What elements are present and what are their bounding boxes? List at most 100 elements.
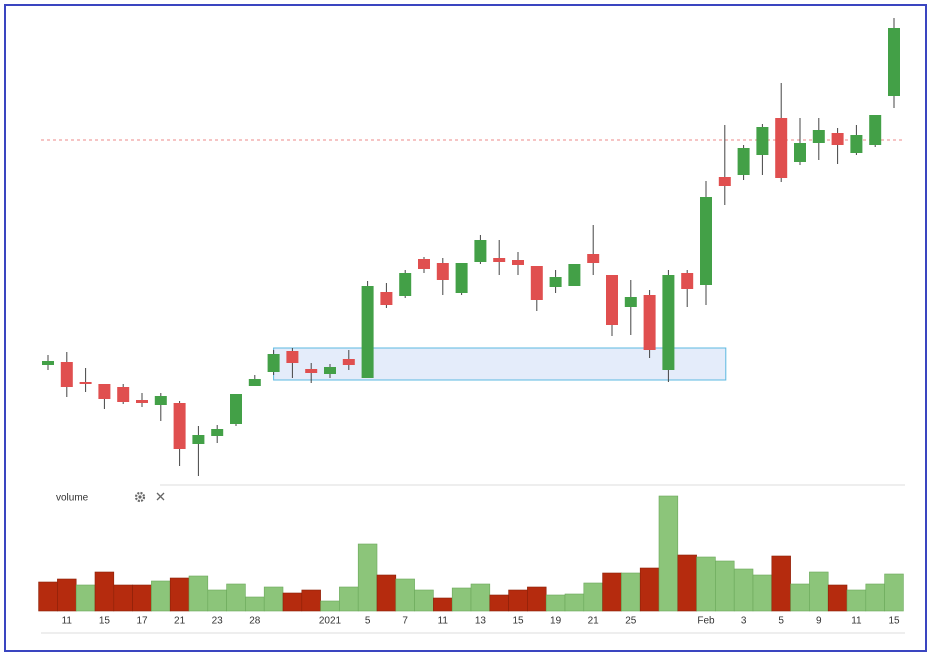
candle-body [493,258,506,262]
volume-bar [752,574,773,612]
volume-bar [564,593,585,612]
settings-icon[interactable] [134,491,146,503]
x-tick-label: 7 [402,616,408,627]
volume-bar [38,581,58,612]
volume-bar [602,572,622,612]
candle-body [587,254,600,263]
x-tick-label: 15 [512,616,524,627]
volume-bar [207,589,227,612]
x-tick-label: 11 [62,616,73,627]
volume-bar [320,600,340,612]
volume-bar [508,589,528,612]
volume-bar [263,586,284,612]
volume-bar [113,584,133,612]
volume-bar [865,583,885,612]
candle-body [211,429,224,436]
volume-bar [245,596,265,612]
x-tick-label: 15 [99,616,111,627]
volume-bar [339,586,359,612]
candle-body [267,354,280,372]
candle-body [455,263,468,293]
volume-bar [658,495,679,612]
candle-body [662,275,675,370]
candle-body [681,273,694,289]
candle-body [775,118,788,178]
gear-hub [138,495,142,499]
volume-bar [846,589,867,612]
volume-bar [188,575,209,612]
volume-bar [395,578,415,612]
candle-body [154,396,167,405]
candle-body [643,295,656,350]
candle-body [568,264,581,286]
volume-bar [884,573,904,612]
volume-bar [790,583,810,612]
x-tick-label: 28 [249,616,261,627]
volume-bar [57,578,77,612]
x-tick-label: 15 [888,616,900,627]
candle-body [549,277,562,287]
candle-body [136,400,148,403]
candle-body [248,379,261,386]
zone-box [273,347,727,381]
x-tick-label: 2021 [319,616,342,627]
volume-bar [715,560,735,612]
candle-body [286,351,299,363]
volume-legend: volume [56,493,89,504]
x-tick-label: 5 [365,616,371,627]
volume-bar [301,589,321,612]
candle-body [173,403,186,449]
volume-bar [451,587,472,612]
volume-bar [696,556,716,612]
x-tick-label: 23 [212,616,224,627]
candle-body [192,435,205,444]
volume-bar [357,543,378,612]
volume-bar [771,555,791,612]
candle-body [79,382,92,384]
volume-bar [414,589,434,612]
candle-body [474,240,487,262]
candle-body [606,275,618,325]
candle-body [850,135,863,153]
x-tick-label: 11 [438,616,449,627]
candle-body [418,259,430,269]
volume-bar [733,568,754,612]
gear [134,491,146,503]
x-tick-label: 5 [778,616,784,627]
x-tick-label: 25 [625,616,637,627]
volume-bar [151,580,171,612]
volume-bar [621,572,641,612]
candle-body [831,133,844,145]
volume-bar [282,592,303,612]
candle-body [794,143,806,162]
candle-body [60,362,73,387]
volume-bar [433,597,453,612]
volume-bar [583,582,603,612]
candle-body [624,297,637,307]
close-icon[interactable] [156,492,165,501]
candle-body [117,387,130,402]
x-tick-label: 17 [136,616,148,627]
candle-body [812,130,825,143]
volume-bar [132,584,152,612]
x-tick-label: 3 [741,616,747,627]
candle-body [718,177,731,186]
volume-bar [470,583,491,612]
volume-bar [639,567,660,612]
x-tick-label: Feb [697,616,715,627]
candle-body [361,286,374,378]
volume-bar [169,577,190,612]
candle-body [700,197,712,285]
x-tick-label: 21 [174,616,186,627]
candle-body [42,361,54,365]
volume-bar [809,571,829,612]
x-tick-label: 9 [816,616,822,627]
x-tick-label: 21 [588,616,600,627]
volume-bar [527,586,547,612]
candle-body [436,263,449,280]
x-tick-label: 13 [475,616,487,627]
candle-body [230,394,242,424]
candle-body [756,127,769,155]
